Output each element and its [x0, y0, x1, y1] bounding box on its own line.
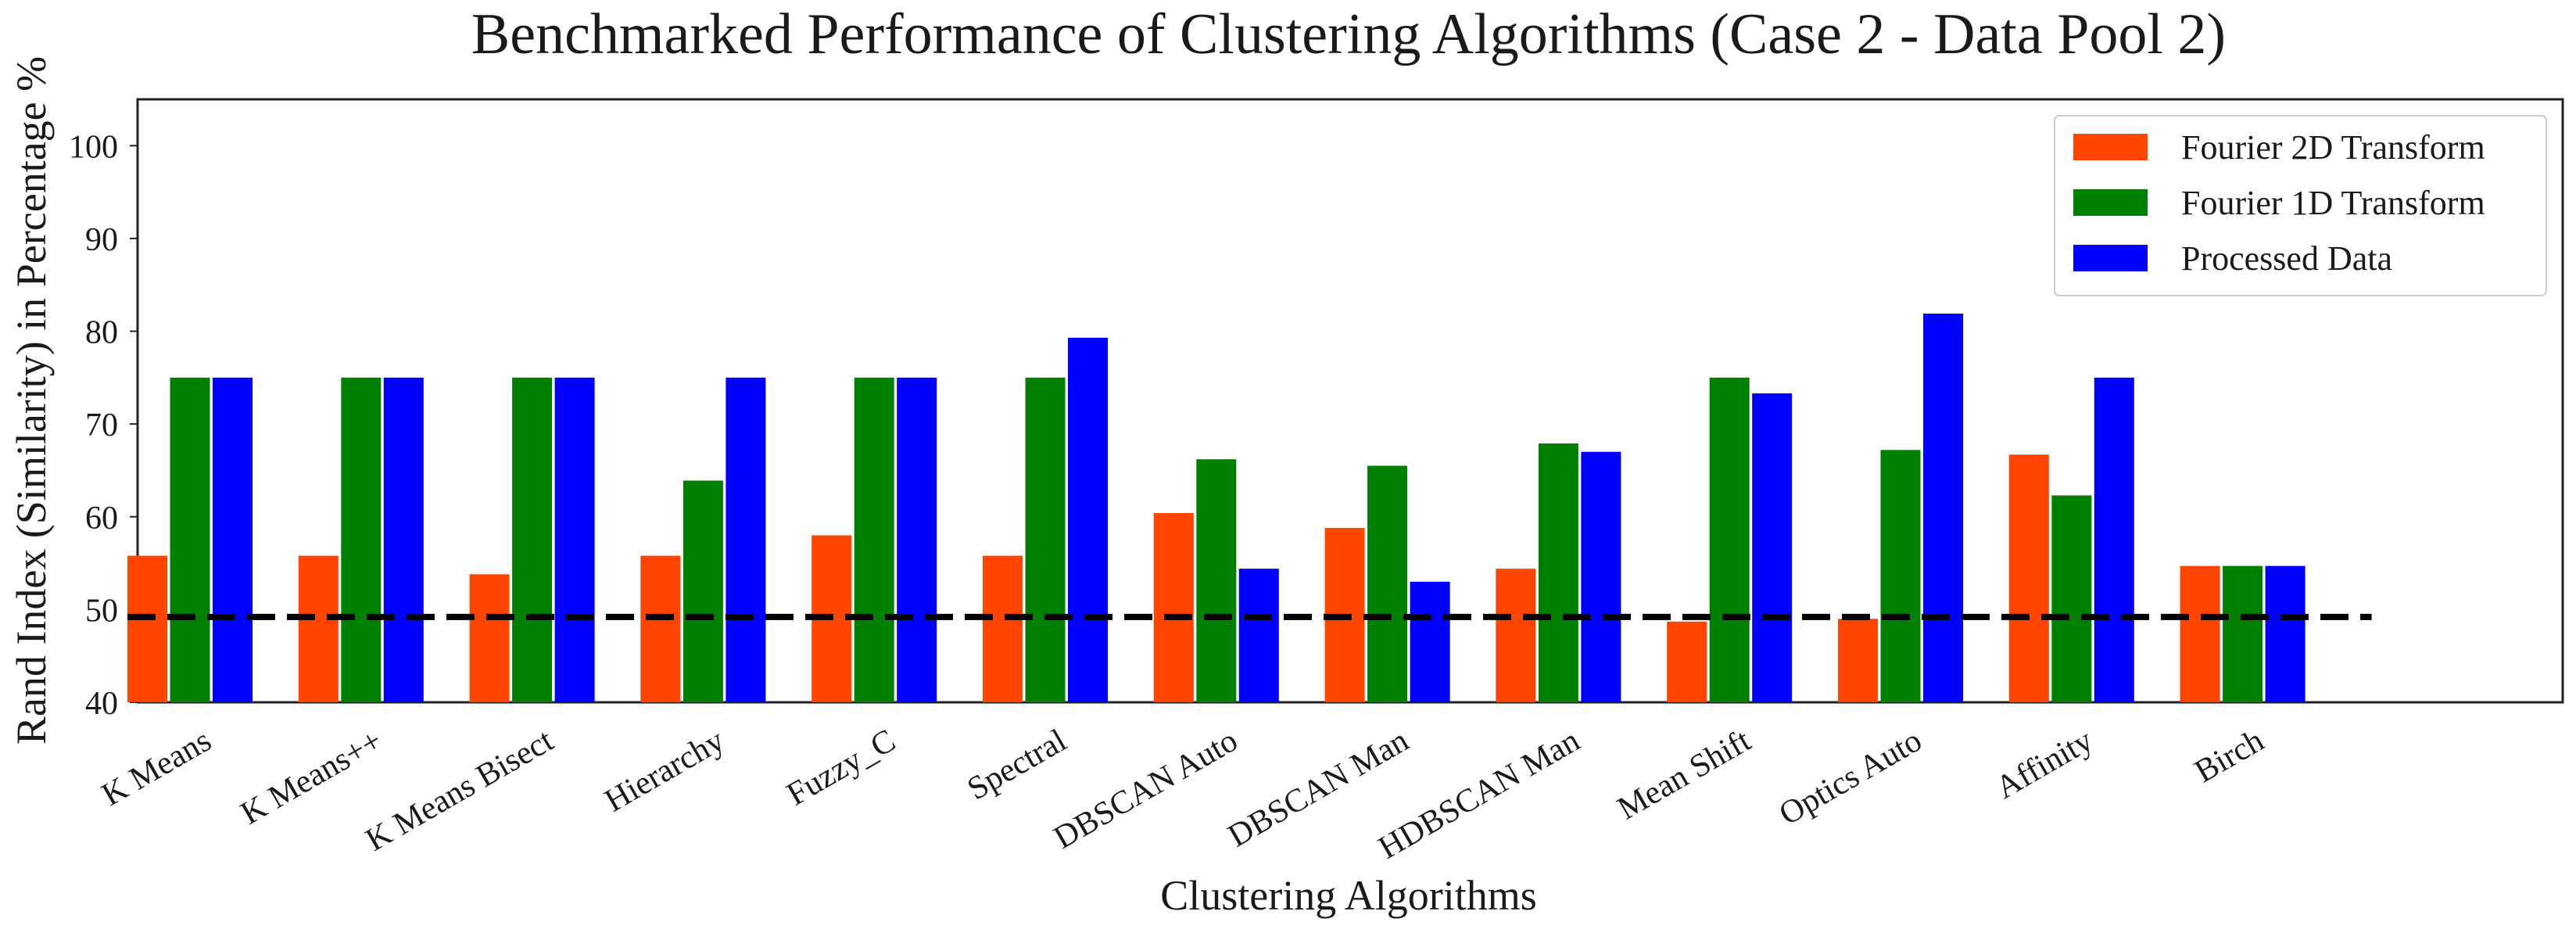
bar-fourier-1d-transform-k-means-bisect: [512, 377, 553, 702]
bar-fourier-2d-transform-hierarchy: [640, 555, 681, 702]
legend-label: Fourier 2D Transform: [2181, 128, 2485, 167]
bar-fourier-1d-transform-birch: [2223, 565, 2263, 702]
bar-fourier-1d-transform-hdbscan-man: [1538, 443, 1578, 702]
x-tick-label: DBSCAN Auto: [1048, 723, 1243, 856]
bar-fourier-2d-transform-spectral: [983, 555, 1023, 702]
bar-fourier-1d-transform-k-means-: [341, 377, 382, 702]
x-tick-label: Optics Auto: [1773, 723, 1928, 833]
x-tick-label: K Means: [96, 723, 217, 813]
bar-processed-data-k-means-: [383, 377, 424, 702]
bar-processed-data-dbscan-man: [1410, 581, 1450, 702]
x-axis-ticks: K Means K Means++K Means Bisect Hierarchy F…: [96, 723, 2270, 867]
legend-swatch: [2073, 245, 2148, 271]
bar-fourier-2d-transform-optics-auto: [1838, 619, 1878, 702]
bar-processed-data-k-means: [213, 377, 253, 702]
bar-processed-data-affinity: [2094, 377, 2134, 702]
y-axis-label: Rand Index (Similarity) in Percentage %: [8, 56, 55, 745]
bar-fourier-2d-transform-affinity: [2008, 454, 2049, 702]
bar-fourier-2d-transform-k-means-bisect: [469, 574, 510, 702]
bars-group: [127, 314, 2306, 702]
chart-title: Benchmarked Performance of Clustering Al…: [471, 2, 2226, 66]
x-tick-label: Mean Shift: [1612, 723, 1757, 827]
legend-swatch: [2073, 134, 2148, 160]
bar-fourier-1d-transform-spectral: [1025, 377, 1066, 702]
bar-processed-data-mean-shift: [1752, 393, 1793, 702]
legend-label: Fourier 1D Transform: [2181, 184, 2485, 222]
bar-fourier-1d-transform-mean-shift: [1709, 377, 1750, 702]
bar-processed-data-spectral: [1068, 337, 1108, 702]
y-tick-label: 90: [85, 222, 118, 258]
bar-fourier-1d-transform-affinity: [2051, 495, 2092, 702]
y-tick-label: 40: [85, 686, 118, 722]
legend-frame: [2054, 115, 2547, 296]
bar-processed-data-dbscan-auto: [1238, 569, 1279, 702]
y-tick-label: 60: [85, 501, 118, 536]
bar-processed-data-fuzzy-c: [897, 377, 937, 702]
x-tick-label: Spectral: [962, 723, 1073, 808]
bar-processed-data-birch: [2265, 565, 2306, 702]
y-tick-label: 80: [85, 315, 118, 351]
y-tick-label: 100: [69, 129, 118, 165]
bar-fourier-1d-transform-hierarchy: [683, 480, 723, 702]
x-tick-label: Hierarchy: [599, 723, 730, 820]
y-tick-label: 70: [85, 407, 118, 443]
x-tick-label: Fuzzy_C: [781, 723, 901, 813]
bar-fourier-2d-transform-mean-shift: [1667, 621, 1707, 702]
bar-processed-data-hierarchy: [726, 377, 766, 702]
x-tick-label: K Means Bisect: [360, 723, 560, 859]
bar-processed-data-hdbscan-man: [1581, 451, 1621, 702]
bar-fourier-2d-transform-birch: [2180, 565, 2220, 702]
legend-swatch: [2073, 189, 2148, 216]
y-tick-label: 50: [85, 593, 118, 629]
x-tick-label: Affinity: [1990, 723, 2099, 806]
bar-fourier-1d-transform-optics-auto: [1880, 450, 1921, 702]
x-axis-label: Clustering Algorithms: [1160, 872, 1537, 919]
bar-fourier-2d-transform-dbscan-auto: [1153, 513, 1194, 702]
bar-processed-data-optics-auto: [1923, 314, 1963, 702]
x-tick-label: Birch: [2189, 723, 2270, 790]
bar-fourier-2d-transform-k-means-: [298, 555, 339, 702]
bar-fourier-1d-transform-dbscan-auto: [1196, 459, 1237, 702]
legend-label: Processed Data: [2181, 239, 2392, 278]
bar-fourier-2d-transform-hdbscan-man: [1496, 569, 1536, 702]
bar-fourier-1d-transform-fuzzy-c: [854, 377, 894, 702]
x-tick-label: K Means++: [235, 723, 388, 832]
bar-fourier-1d-transform-dbscan-man: [1367, 465, 1408, 702]
bar-fourier-1d-transform-k-means: [170, 377, 210, 702]
bar-processed-data-k-means-bisect: [554, 377, 595, 702]
bar-fourier-2d-transform-k-means: [127, 555, 167, 702]
y-axis-ticks: 40 50 60 70 80 90 100: [69, 129, 138, 722]
legend: Fourier 2D Transform Fourier 1D Transform…: [2054, 115, 2547, 296]
